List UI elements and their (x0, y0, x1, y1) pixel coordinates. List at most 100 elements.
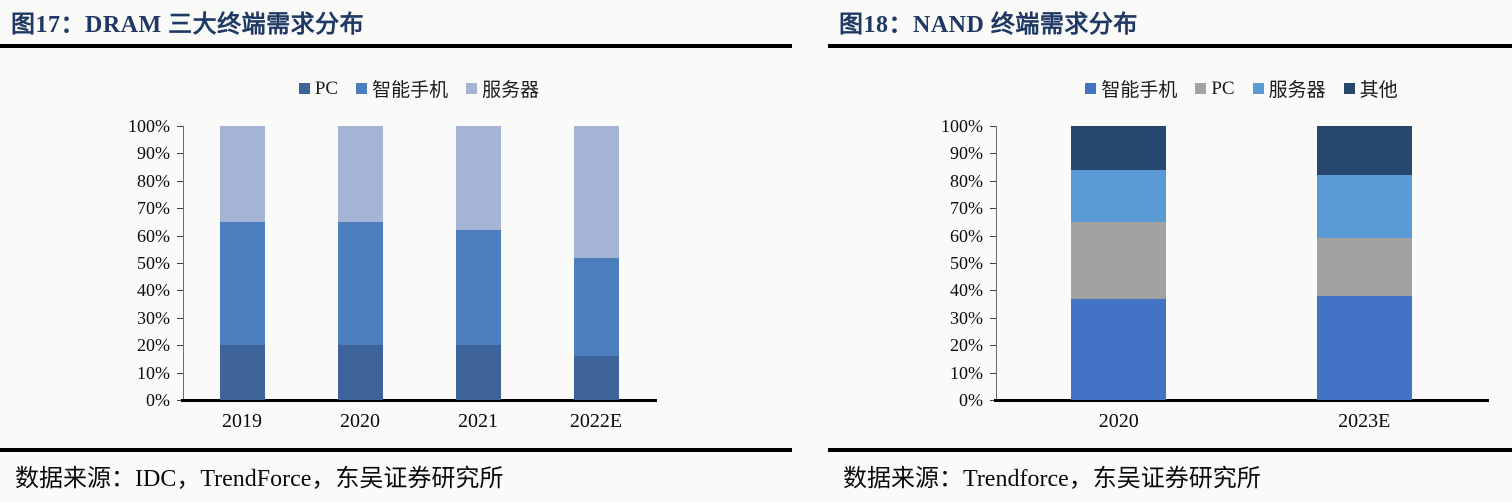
figure-18-bottom-rule (828, 448, 1512, 452)
legend-item-PC: PC (298, 78, 338, 100)
stacked-bar-2021 (455, 126, 501, 400)
y-axis-tick-label: 0% (146, 390, 170, 410)
figure-18-title-rule (828, 44, 1512, 48)
y-axis-tick-label: 80% (950, 170, 983, 191)
bar-segment-服务器 (1071, 169, 1167, 222)
y-axis-tick-label: 40% (137, 280, 170, 301)
figure-17-panel: 图17：DRAM 三大终端需求分布 PC 智能手机 服务器 0% 10% 20% 30% 40… (0, 12, 792, 492)
y-axis-tick-label: 20% (137, 335, 170, 356)
y-axis-tick-label: 60% (950, 225, 983, 246)
y-axis-tick-label: 100% (941, 116, 983, 136)
y-axis-tick-label: 90% (137, 143, 170, 164)
bar-segment-智能手机 (1316, 295, 1412, 400)
figure-17-title-rule (0, 44, 792, 48)
y-axis-tick (177, 235, 183, 237)
legend-swatch (1343, 83, 1355, 94)
y-axis-tick-label: 80% (137, 170, 170, 191)
bar-segment-PC (1071, 221, 1167, 299)
legend-item-服务器: 服务器 (466, 75, 539, 102)
y-axis-tick (990, 317, 996, 319)
y-axis-tick-label: 30% (137, 307, 170, 328)
y-axis-tick (177, 263, 183, 264)
y-axis-tick-label: 40% (950, 280, 983, 301)
y-axis-tick-label: 60% (137, 225, 170, 246)
legend-label: 服务器 (482, 80, 540, 101)
y-axis-tick-label: 100% (128, 116, 170, 136)
y-axis-tick (990, 290, 996, 292)
y-axis-line (996, 126, 997, 400)
y-axis-tick (990, 400, 996, 401)
bar-segment-其他 (1071, 126, 1167, 170)
y-axis-tick (990, 345, 996, 347)
legend-swatch (356, 83, 368, 94)
bar-segment-PC (337, 345, 383, 400)
bar-segment-服务器 (573, 126, 619, 258)
x-axis-line (181, 399, 657, 402)
bar-segment-PC (1316, 238, 1412, 296)
x-axis-category-label: 2019 (222, 410, 262, 432)
bar-segment-智能手机 (573, 257, 619, 357)
bar-segment-PC (455, 345, 501, 400)
y-axis-tick (177, 126, 183, 127)
bar-segment-智能手机 (1071, 298, 1167, 400)
figure-17-bottom-rule (0, 448, 792, 452)
y-axis-tick (177, 208, 183, 210)
legend-item-PC: PC (1195, 78, 1235, 100)
y-axis-tick-label: 30% (950, 307, 983, 328)
chart-legend: PC 智能手机 服务器 (183, 75, 655, 102)
stacked-bar-2023E (1316, 126, 1412, 400)
y-axis-tick-label: 50% (950, 253, 983, 273)
figure-18-panel: 图18：NAND 终端需求分布 智能手机 PC 服务器 其他 0% 10% 20% 30% 40… (828, 0, 1512, 502)
dram-demand-chart: PC 智能手机 服务器 0% 10% 20% 30% 40% 50% 60% 70% 80% 90% 10… (0, 70, 792, 442)
stacked-bar-2020 (337, 126, 383, 400)
stacked-bar-2020 (1071, 126, 1167, 400)
y-axis-tick-label: 10% (137, 362, 170, 383)
x-axis-category-label: 2022E (569, 410, 623, 432)
bar-segment-智能手机 (219, 221, 265, 346)
x-axis-category-label: 2021 (458, 410, 498, 432)
figure-17-title: 图17：DRAM 三大终端需求分布 (11, 12, 365, 38)
y-axis-tick (177, 153, 183, 155)
y-axis-tick-label: 90% (950, 143, 983, 164)
y-axis-tick (177, 317, 183, 319)
legend-item-其他: 其他 (1343, 75, 1398, 102)
y-axis-tick-label: 10% (950, 362, 983, 383)
legend-swatch (298, 83, 310, 94)
x-axis-category-label: 2020 (1098, 410, 1139, 432)
legend-label: 智能手机 (372, 80, 449, 101)
y-axis-tick-label: 70% (950, 198, 983, 219)
y-axis-tick-label: 50% (137, 253, 170, 273)
legend-label: 智能手机 (1101, 80, 1178, 101)
legend-swatch (466, 83, 478, 94)
bar-segment-智能手机 (337, 221, 383, 346)
figure-18-title: 图18：NAND 终端需求分布 (839, 12, 1138, 38)
bar-segment-PC (573, 356, 619, 400)
bar-segment-服务器 (219, 126, 265, 222)
legend-item-智能手机: 智能手机 (1085, 75, 1177, 102)
legend-item-服务器: 服务器 (1252, 75, 1326, 102)
y-axis-tick (177, 400, 183, 401)
bar-segment-服务器 (337, 126, 383, 222)
figure-18-data-source: 数据来源：Trendforce，东吴证券研究所 (843, 466, 1261, 492)
y-axis-tick-label: 0% (959, 390, 983, 410)
y-axis-tick-label: 70% (137, 198, 170, 219)
x-axis-line (994, 399, 1489, 402)
nand-demand-chart: 智能手机 PC 服务器 其他 0% 10% 20% 30% 40% 50% 60% 70% 80% 90%… (828, 70, 1512, 442)
y-axis-tick (177, 372, 183, 374)
y-axis-tick (177, 345, 183, 347)
legend-label: 其他 (1359, 80, 1398, 101)
y-axis-tick (177, 180, 183, 182)
legend-swatch (1085, 83, 1097, 94)
y-axis-tick (990, 126, 996, 127)
stacked-bar-2019 (219, 126, 265, 400)
x-axis-category-label: 2023E (1338, 410, 1391, 432)
y-axis-tick (990, 235, 996, 237)
y-axis-tick (177, 290, 183, 292)
figure-17-data-source: 数据来源：IDC，TrendForce，东吴证券研究所 (15, 466, 504, 492)
legend-swatch (1195, 83, 1207, 94)
bar-segment-服务器 (455, 126, 501, 231)
x-axis-category-label: 2020 (340, 410, 380, 432)
bar-segment-智能手机 (455, 230, 501, 346)
bar-segment-PC (219, 345, 265, 400)
legend-item-智能手机: 智能手机 (356, 75, 448, 102)
